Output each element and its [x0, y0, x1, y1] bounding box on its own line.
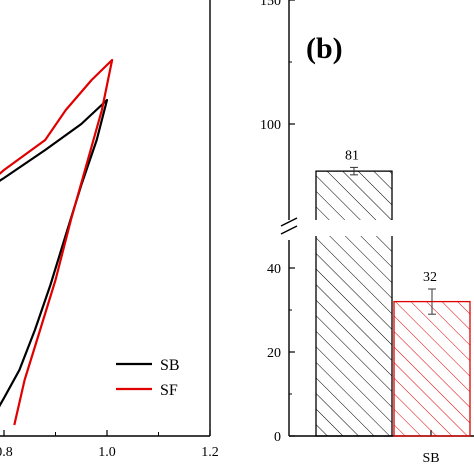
y-tick-label: 40 [267, 262, 281, 277]
axis-break-mark-bottom [280, 225, 298, 235]
x-tick-label: SB [422, 451, 439, 466]
bar-81 [315, 170, 393, 437]
bar-value-label: 81 [345, 148, 359, 163]
y-tick-label: 20 [267, 346, 281, 361]
bar-value-label: 32 [423, 270, 437, 285]
y-tick-label: 100 [260, 118, 281, 133]
legend-label-sf: SF [160, 382, 178, 399]
panel-a-legend: SB SF [116, 357, 180, 399]
y-tick-label: 150 [260, 0, 281, 9]
panel-a-x-ticks: 0.8 1.0 1.2 [0, 430, 219, 460]
panel-a: 0.8 1.0 1.2 SB SF [0, 0, 219, 460]
bar-32 [393, 300, 471, 437]
legend-label-sb: SB [160, 357, 180, 374]
panel-b: 0 20 40 100 150 SB 81 32 (b) [260, 0, 474, 466]
panel-b-label: (b) [306, 32, 343, 65]
series-sf-curve [0, 58, 114, 426]
axis-break-mark-top [280, 217, 298, 227]
bar-break-gap [315, 220, 393, 236]
x-tick-label: 0.8 [0, 445, 13, 460]
panel-b-bars: 81 32 [315, 148, 471, 437]
x-tick-label: 1.2 [201, 445, 219, 460]
panel-b-y-ticks: 0 20 40 100 150 [260, 0, 295, 445]
y-tick-label: 0 [274, 430, 281, 445]
panel-a-curves [0, 58, 114, 426]
x-tick-label: 1.0 [98, 445, 116, 460]
